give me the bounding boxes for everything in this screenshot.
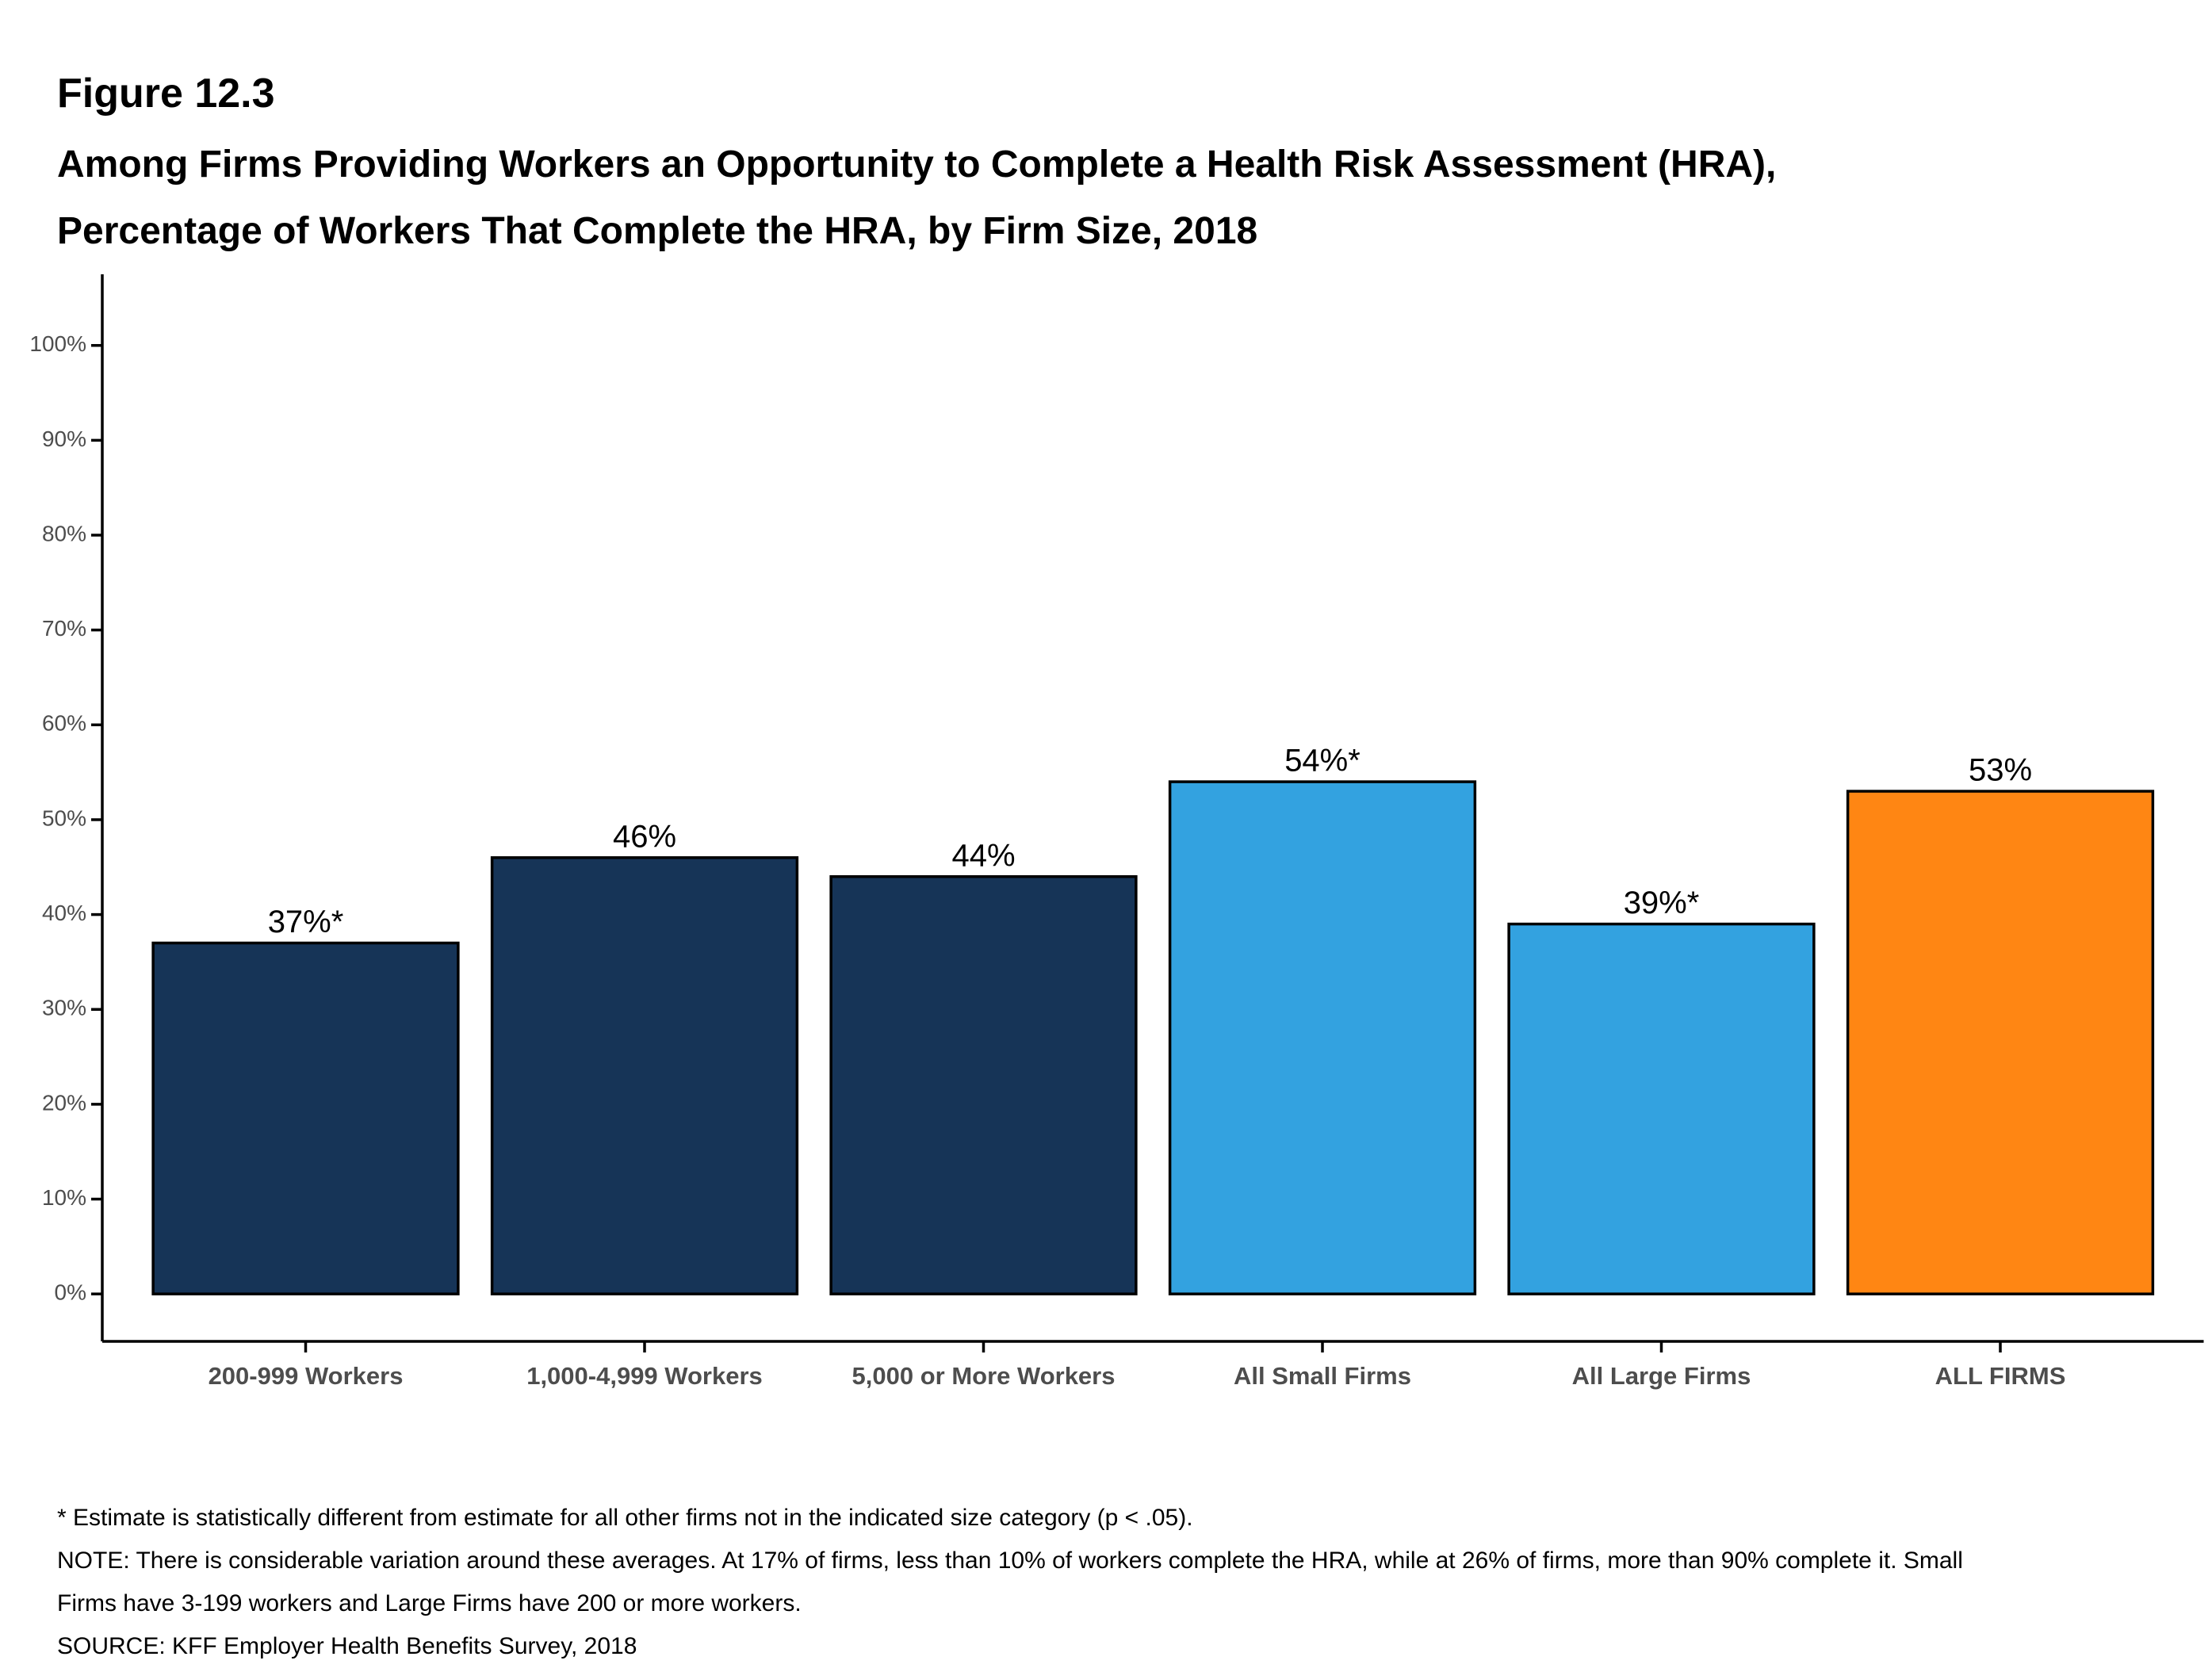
y-tick-label: 30% bbox=[42, 996, 86, 1020]
y-tick-label: 70% bbox=[42, 616, 86, 641]
figure-label: Figure 12.3 bbox=[57, 71, 275, 117]
y-tick-label: 20% bbox=[42, 1090, 86, 1115]
bar bbox=[1507, 922, 1816, 1295]
bar bbox=[1846, 790, 2155, 1295]
value-label: 54%* bbox=[1284, 744, 1360, 779]
x-tick-label: ALL FIRMS bbox=[1935, 1362, 2066, 1390]
value-label: 44% bbox=[951, 838, 1015, 873]
x-tick-label: 5,000 or More Workers bbox=[852, 1362, 1116, 1390]
y-tick-label: 50% bbox=[42, 805, 86, 830]
chart: 0% 10% 20% 30% 40% 50% 60% 70% 80% 90% 100% 37%* 46%… bbox=[29, 274, 2204, 1352]
x-tick-label: 1,000-4,999 Workers bbox=[526, 1362, 763, 1390]
note: * Estimate is statistically different fr… bbox=[57, 1505, 1193, 1531]
x-tick-label: 200-999 Workers bbox=[208, 1362, 404, 1390]
header: Figure 12.3 Among Firms Providing Worker… bbox=[57, 70, 1776, 265]
y-tick-label: 40% bbox=[42, 901, 86, 925]
bar bbox=[151, 941, 460, 1295]
y-tick-label: 100% bbox=[29, 331, 86, 356]
bar bbox=[829, 874, 1138, 1295]
bar bbox=[490, 856, 799, 1295]
y-tick-label: 10% bbox=[42, 1185, 86, 1210]
note: SOURCE: KFF Employer Health Benefits Sur… bbox=[57, 1633, 637, 1659]
y-tick-label: 60% bbox=[42, 711, 86, 736]
value-label: 53% bbox=[1969, 753, 2032, 788]
chart-title: Among Firms Providing Workers an Opportu… bbox=[57, 143, 1777, 186]
value-label: 39%* bbox=[1624, 886, 1700, 920]
value-label: 37%* bbox=[268, 905, 344, 939]
notes: * Estimate is statistically different fr… bbox=[57, 1497, 1976, 1668]
y-tick-label: 80% bbox=[42, 521, 86, 545]
x-tick-label: All Small Firms bbox=[1234, 1362, 1411, 1390]
note: NOTE: There is considerable variation ar… bbox=[57, 1547, 1963, 1616]
chart-title: Percentage of Workers That Complete the … bbox=[57, 210, 1258, 252]
bar bbox=[1168, 780, 1477, 1295]
y-tick-label: 90% bbox=[42, 427, 86, 451]
value-label: 46% bbox=[613, 819, 676, 854]
y-tick-label: 0% bbox=[55, 1280, 86, 1305]
x-tick-label: All Large Firms bbox=[1571, 1362, 1751, 1390]
